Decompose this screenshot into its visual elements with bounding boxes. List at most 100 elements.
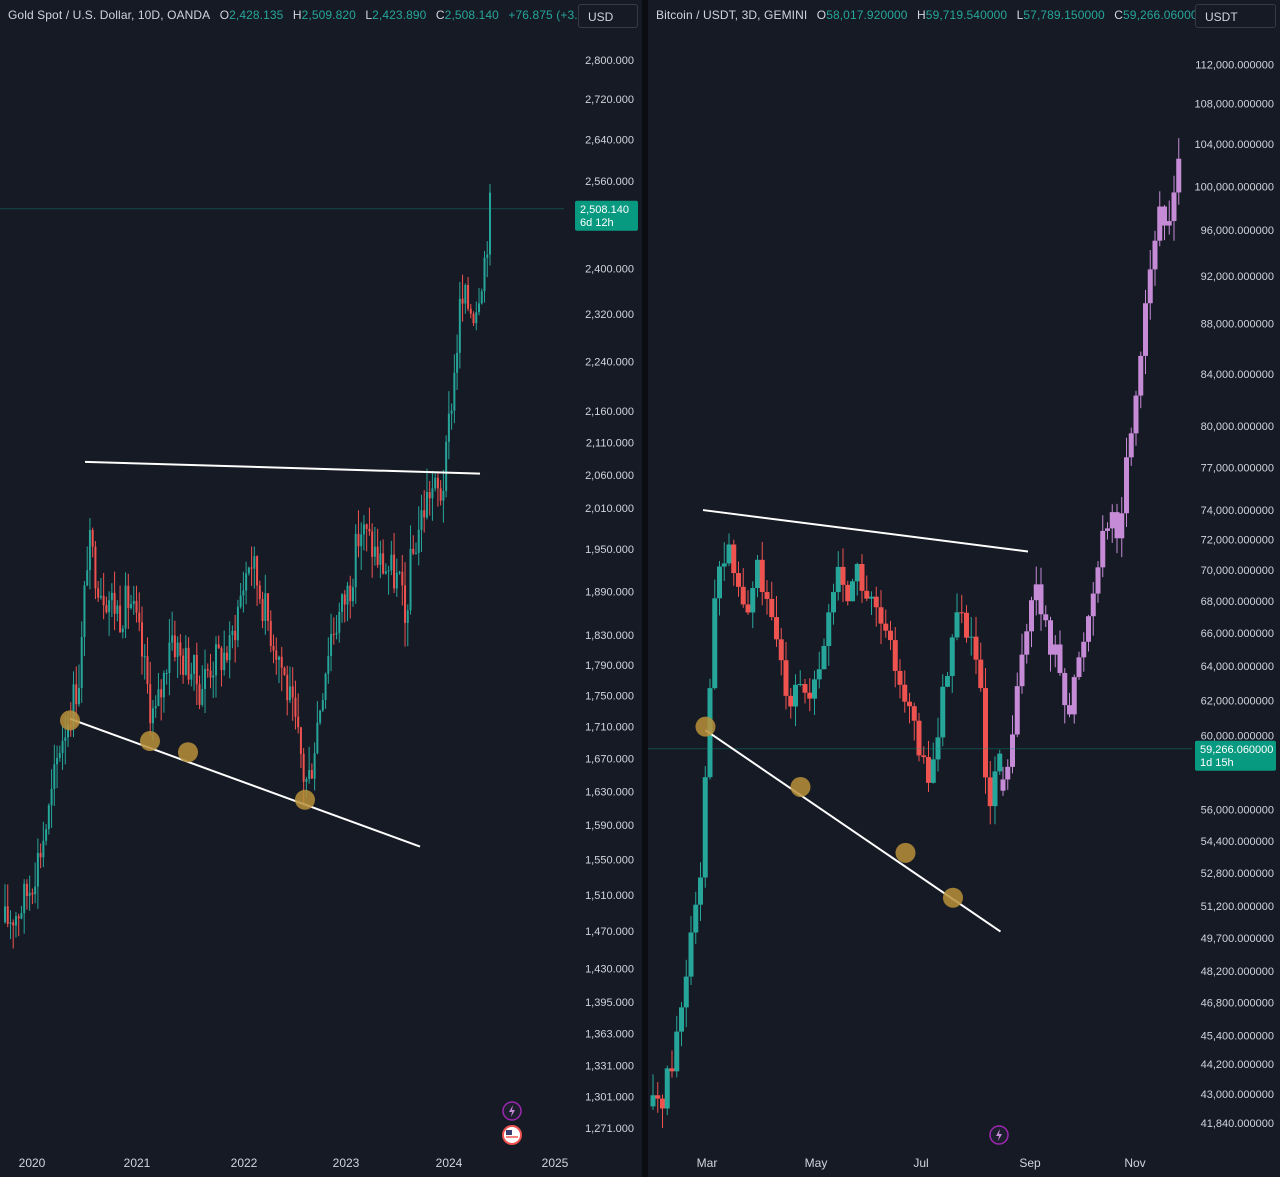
gold-candle: [305, 779, 308, 782]
btc-y-tick-label: 44,200.000000: [1201, 1059, 1274, 1071]
gold-candle: [20, 913, 23, 919]
btc-projection-candle: [1052, 644, 1058, 655]
btc-pivot-marker: [695, 716, 716, 737]
gold-candle: [456, 352, 459, 373]
btc-y-tick-label: 108,000.000000: [1194, 99, 1274, 111]
gold-candle: [154, 706, 157, 709]
btc-candle: [783, 660, 789, 696]
gold-candle: [486, 254, 489, 258]
gold-candle: [28, 892, 31, 897]
btc-legend: Bitcoin / USDT, 3D, GEMINI O58,017.92000…: [656, 8, 1215, 22]
btc-high-label: H: [917, 8, 926, 22]
gold-candle: [442, 490, 445, 501]
btc-candle: [698, 877, 703, 905]
gold-candle: [160, 689, 163, 698]
gold-candle: [64, 737, 67, 741]
btc-close-value: 59,266.060000...: [1123, 8, 1215, 22]
gold-candle: [47, 805, 50, 830]
btc-lightning-icon-glyph: [996, 1129, 1002, 1141]
gold-candle: [360, 534, 363, 547]
btc-projection-candle: [1048, 620, 1053, 655]
btc-x-tick-label: May: [805, 1156, 828, 1170]
gold-candle: [225, 652, 228, 661]
gold-y-tick-label: 1,395.000: [585, 997, 634, 1009]
gold-y-tick-label: 2,010.000: [585, 503, 634, 515]
btc-candle: [816, 669, 822, 680]
gold-candle: [420, 510, 423, 530]
btc-currency-selector[interactable]: USDT: [1195, 4, 1276, 28]
gold-candle: [72, 684, 75, 727]
btc-pivot-marker: [790, 776, 811, 797]
btc-candle: [940, 686, 946, 738]
gold-candle: [119, 605, 122, 633]
gold-candle: [204, 668, 207, 689]
gold-chart-panel[interactable]: 2,800.000 2,720.000 2,640.000 2,560.000 2,40…: [0, 0, 642, 1177]
gold-candle: [217, 644, 220, 649]
gold-candle: [316, 722, 319, 754]
gold-candle: [267, 593, 270, 621]
gold-candle: [162, 672, 165, 698]
btc-projection-candle: [1033, 584, 1039, 601]
bitcoin-chart-canvas[interactable]: 112,000.000000 108,000.000000 104,000.0000…: [648, 0, 1280, 1177]
btc-x-tick-label: Mar: [697, 1156, 718, 1170]
gold-candle: [478, 303, 481, 313]
gold-x-tick-label: 2025: [542, 1156, 569, 1170]
btc-y-tick-label: 104,000.000000: [1194, 139, 1274, 151]
btc-projection-candle: [1086, 616, 1091, 642]
btc-candle: [854, 563, 860, 582]
gold-candle: [382, 553, 385, 574]
gold-candle: [321, 699, 324, 711]
gold-candle: [393, 554, 396, 589]
btc-y-tick-label: 88,000.000000: [1201, 319, 1274, 331]
gold-chart-canvas[interactable]: 2,800.000 2,720.000 2,640.000 2,560.000 2,40…: [0, 0, 642, 1177]
gold-candle: [415, 552, 417, 554]
btc-y-tick-label: 46,800.000000: [1201, 998, 1274, 1010]
gold-x-tick-label: 2020: [19, 1156, 46, 1170]
btc-low-label: L: [1016, 8, 1024, 22]
gold-candle: [423, 510, 426, 518]
gold-candle: [412, 548, 415, 554]
gold-candle: [25, 883, 28, 897]
gold-candle: [190, 673, 193, 680]
gold-candle: [453, 372, 456, 411]
gold-candle: [67, 724, 70, 738]
gold-candle: [365, 524, 368, 529]
btc-symbol[interactable]: Bitcoin / USDT, 3D, GEMINI: [656, 8, 808, 22]
gold-symbol[interactable]: Gold Spot / U.S. Dollar, 10D, OANDA: [8, 8, 211, 22]
btc-projection-candle: [1162, 206, 1167, 226]
gold-candle: [283, 667, 286, 675]
gold-y-tick-label: 2,320.000: [585, 309, 634, 321]
gold-y-tick-label: 1,630.000: [585, 786, 634, 798]
gold-candle: [475, 312, 478, 324]
btc-candle: [745, 604, 751, 613]
gold-low-value: 2,423.890: [372, 8, 427, 22]
gold-candle: [330, 634, 333, 656]
btc-y-tick-label: 45,400.000000: [1201, 1030, 1274, 1042]
gold-candle: [168, 642, 171, 673]
gold-candle: [294, 697, 297, 717]
gold-y-tick-label: 1,470.000: [585, 926, 634, 938]
btc-y-tick-label: 60,000.000000: [1201, 731, 1274, 743]
gold-candle: [368, 528, 371, 532]
btc-candle: [669, 1068, 675, 1072]
gold-candle: [351, 587, 354, 602]
btc-projection-candle: [1038, 584, 1044, 615]
bitcoin-chart-panel[interactable]: 112,000.000000 108,000.000000 104,000.0000…: [648, 0, 1280, 1177]
btc-projection-candle: [1166, 221, 1172, 226]
btc-projection-candle: [1010, 734, 1015, 767]
gold-candle: [113, 592, 116, 614]
gold-candle: [110, 592, 113, 601]
gold-candle: [447, 413, 450, 442]
btc-candle: [807, 692, 813, 699]
btc-y-tick-label: 48,200.000000: [1201, 966, 1274, 978]
gold-candle: [488, 192, 491, 255]
btc-candle: [726, 544, 732, 564]
gold-currency-selector[interactable]: USD: [578, 4, 638, 28]
btc-projection-candle: [1124, 457, 1129, 514]
gold-candle: [231, 630, 234, 636]
btc-candle: [831, 592, 836, 613]
gold-candle: [349, 585, 352, 602]
gold-candle: [182, 655, 185, 675]
btc-candle: [797, 683, 803, 685]
pane-divider[interactable]: [642, 0, 648, 1177]
